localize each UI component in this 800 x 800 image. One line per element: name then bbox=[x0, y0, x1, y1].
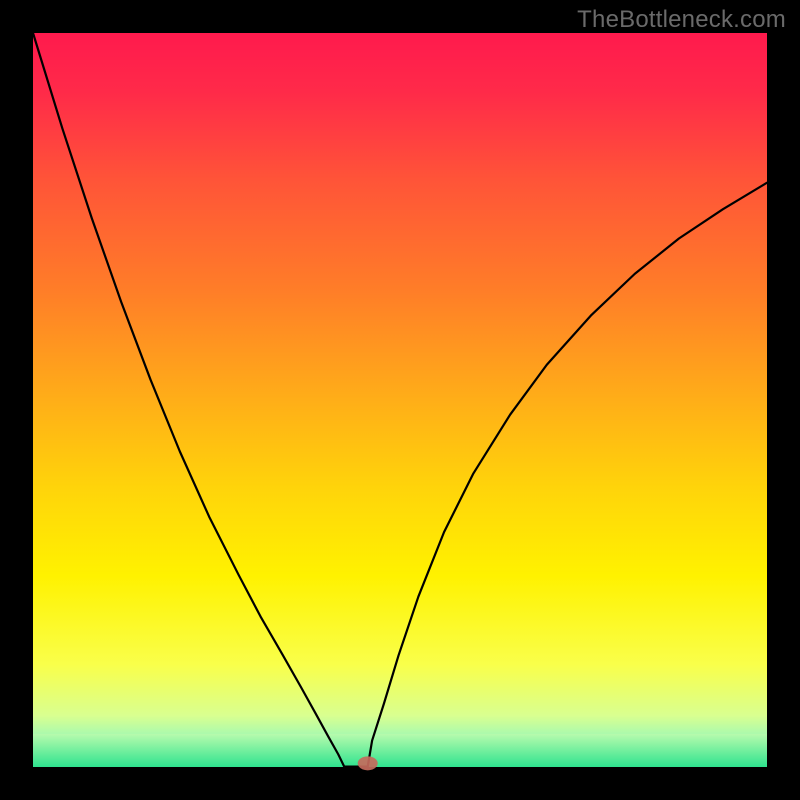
gradient-background bbox=[33, 33, 767, 767]
minimum-marker bbox=[358, 756, 378, 770]
green-band bbox=[33, 734, 767, 767]
plot-area bbox=[33, 33, 767, 770]
chart-container: TheBottleneck.com bbox=[0, 0, 800, 800]
bottleneck-curve-chart bbox=[0, 0, 800, 800]
